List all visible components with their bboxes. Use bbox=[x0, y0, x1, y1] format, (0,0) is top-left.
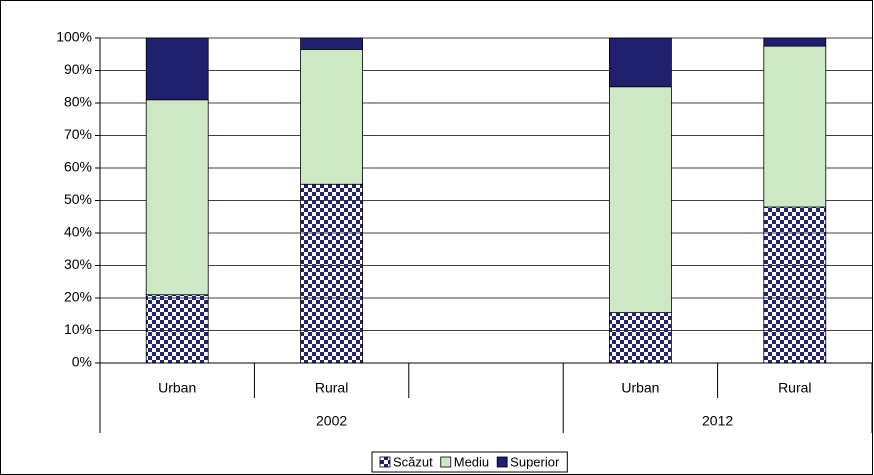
y-tick-label: 70% bbox=[64, 126, 92, 142]
legend-swatch bbox=[496, 456, 508, 468]
y-tick-label: 90% bbox=[64, 61, 92, 77]
legend: Scăzut Mediu Superior bbox=[371, 451, 568, 473]
y-tick-label: 80% bbox=[64, 94, 92, 110]
legend-label: Scăzut bbox=[393, 454, 433, 469]
bar-segment bbox=[763, 206, 827, 364]
legend-swatch bbox=[379, 456, 391, 468]
x-tick-label: Rural bbox=[778, 380, 811, 396]
bar-segment bbox=[763, 37, 827, 47]
y-tick-label: 60% bbox=[64, 159, 92, 175]
y-tick-label: 40% bbox=[64, 224, 92, 240]
y-tick-label: 0% bbox=[72, 354, 92, 370]
bar-segment bbox=[145, 37, 209, 101]
x-tick-label: Urban bbox=[158, 380, 196, 396]
group-label: 2002 bbox=[316, 413, 347, 429]
bar-segment bbox=[609, 37, 672, 88]
y-tick-label: 50% bbox=[64, 191, 92, 207]
legend-box bbox=[371, 451, 568, 473]
legend-label: Superior bbox=[510, 454, 560, 469]
bar-segment bbox=[609, 312, 672, 364]
y-tick-label: 100% bbox=[56, 29, 92, 45]
bar-segment bbox=[763, 45, 827, 208]
x-tick-label: Urban bbox=[621, 380, 659, 396]
y-tick-label: 30% bbox=[64, 256, 92, 272]
bar-segment bbox=[300, 48, 364, 185]
bar-segment bbox=[609, 86, 672, 314]
x-tick-label: Rural bbox=[315, 380, 348, 396]
y-tick-label: 20% bbox=[64, 289, 92, 305]
bar-segment bbox=[300, 183, 364, 364]
bar-segment bbox=[145, 294, 209, 364]
bar-segment bbox=[145, 99, 209, 296]
group-label: 2012 bbox=[702, 413, 733, 429]
legend-swatch bbox=[440, 456, 452, 468]
bar-segment bbox=[300, 37, 364, 50]
y-tick-label: 10% bbox=[64, 321, 92, 337]
legend-label: Mediu bbox=[454, 454, 489, 469]
